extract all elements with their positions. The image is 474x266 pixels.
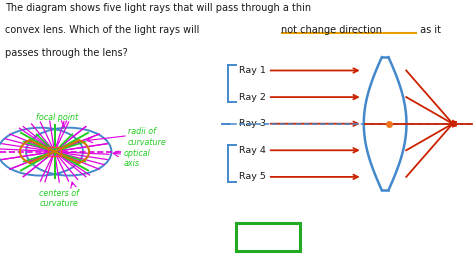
Text: radii of
curvature: radii of curvature [128, 127, 167, 147]
Text: focal point: focal point [36, 113, 78, 122]
Text: passes through the lens?: passes through the lens? [5, 48, 128, 58]
Text: Ray 1: Ray 1 [239, 66, 266, 75]
Text: Ray 3: Ray 3 [249, 230, 287, 243]
Text: as it: as it [417, 25, 441, 35]
Text: centers of
curvature: centers of curvature [39, 189, 79, 208]
Text: not change direction: not change direction [281, 25, 382, 35]
Text: convex lens. Which of the light rays will: convex lens. Which of the light rays wil… [5, 25, 202, 35]
Text: Ray 4: Ray 4 [239, 146, 266, 155]
FancyBboxPatch shape [236, 223, 300, 251]
Text: Ray 3: Ray 3 [239, 119, 266, 128]
Bar [48, 147, 61, 156]
Text: Ray 2: Ray 2 [239, 93, 266, 102]
Text: The diagram shows five light rays that will pass through a thin: The diagram shows five light rays that w… [5, 3, 311, 13]
Text: optical
axis: optical axis [123, 149, 150, 168]
Text: Ray 5: Ray 5 [239, 172, 266, 181]
